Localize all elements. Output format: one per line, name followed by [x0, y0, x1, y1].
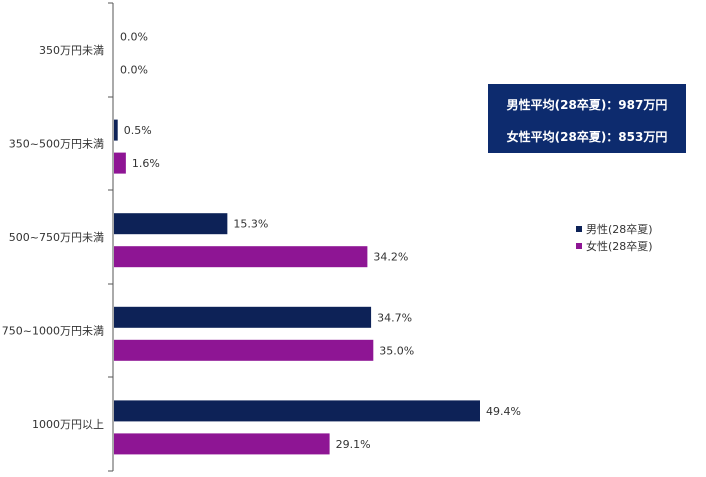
data-label: 34.2%	[373, 251, 408, 264]
data-label: 0.5%	[124, 124, 152, 137]
category-label: 500~750万円未満	[9, 231, 104, 244]
bar-male	[114, 306, 372, 328]
data-label: 0.0%	[120, 64, 148, 77]
data-label: 0.0%	[120, 31, 148, 44]
legend-item-male: 男性(28卒夏)	[576, 220, 653, 237]
bar-male	[114, 119, 118, 141]
category-label: 750~1000万円未満	[2, 325, 104, 338]
legend: 男性(28卒夏) 女性(28卒夏)	[576, 220, 653, 254]
bar-series	[114, 119, 480, 455]
data-label: 1.6%	[132, 157, 160, 170]
legend-label: 女性(28卒夏)	[586, 239, 653, 253]
y-axis-ticks	[108, 2, 113, 472]
bar-male	[114, 213, 228, 235]
legend-swatch	[576, 225, 582, 232]
bar-female	[114, 152, 126, 174]
bar-female	[114, 433, 330, 455]
value-labels: 0.0% 0.0% 0.5% 1.6% 15.3% 34.2% 34.7% 35.0% 49.4…	[120, 31, 521, 451]
legend-item-female: 女性(28卒夏)	[576, 237, 653, 254]
legend-swatch	[576, 242, 582, 249]
female-average-text: 女性平均(28卒夏)：853万円	[506, 130, 668, 144]
category-labels: 350万円未満 350~500万円未満 500~750万円未満 750~1000万円未…	[2, 44, 104, 431]
data-label: 15.3%	[233, 218, 268, 231]
data-label: 29.1%	[336, 438, 371, 451]
data-label: 34.7%	[377, 311, 412, 324]
male-average-text: 男性平均(28卒夏)：987万円	[506, 98, 668, 112]
category-label: 350~500万円未満	[9, 137, 104, 150]
bar-female	[114, 246, 368, 268]
category-label: 350万円未満	[39, 44, 104, 57]
legend-label: 男性(28卒夏)	[586, 222, 653, 236]
data-label: 35.0%	[379, 344, 414, 357]
average-info-box: 男性平均(28卒夏)：987万円 女性平均(28卒夏)：853万円	[488, 84, 686, 153]
bar-female	[114, 339, 374, 361]
category-label: 1000万円以上	[32, 418, 104, 431]
bar-male	[114, 400, 480, 422]
data-label: 49.4%	[486, 405, 521, 418]
